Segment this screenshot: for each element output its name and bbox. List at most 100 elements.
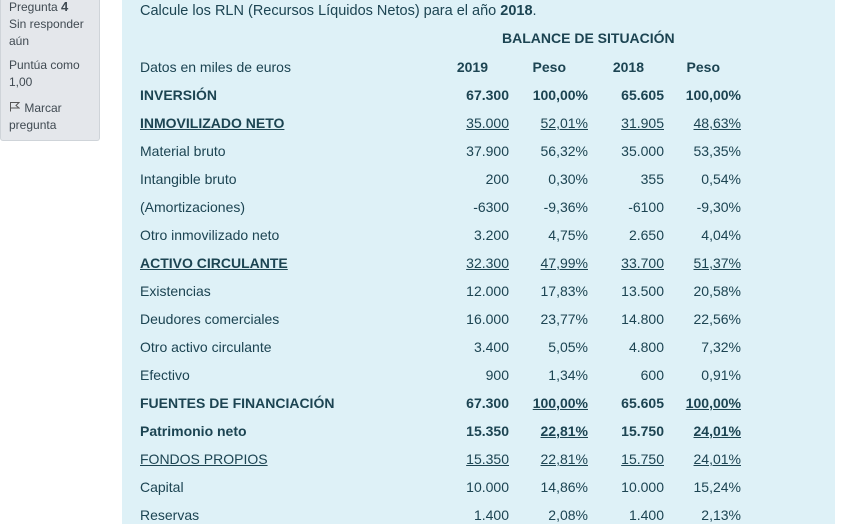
table-row: Material bruto 37.900 56,32% 35.000 53,35%	[140, 141, 760, 161]
peso-2018: 51,37%	[693, 255, 741, 271]
table-row: INMOVILIZADO NETO 35.000 52,01% 31.905 48,63…	[140, 113, 760, 133]
value-2018: 31.905	[621, 115, 664, 131]
row-label: ACTIVO CIRCULANTE	[140, 255, 288, 271]
peso-2018: 53,35%	[693, 143, 741, 159]
table-row: (Amortizaciones) -6300 -9,36% -6100 -9,30%	[140, 197, 760, 217]
table-row: Patrimonio neto 15.350 22,81% 15.750 24,01%	[140, 421, 760, 441]
peso-2019: 5,05%	[548, 339, 588, 355]
peso-2018: 24,01%	[693, 451, 741, 467]
row-label: Efectivo	[140, 367, 190, 383]
peso-2018: 15,24%	[693, 479, 741, 495]
header-2018: 2018	[612, 59, 644, 75]
row-label: Reservas	[140, 507, 200, 523]
table-row: Capital 10.000 14,86% 10.000 15,24%	[140, 477, 760, 497]
table-row: Efectivo 900 1,34% 600 0,91%	[140, 365, 760, 385]
table-row: Intangible bruto 200 0,30% 355 0,54%	[140, 169, 760, 189]
question-score: Puntúa como 1,00	[9, 58, 80, 89]
value-2018: 65.605	[621, 395, 664, 411]
question-status: Sin responder aún	[9, 17, 84, 48]
value-2019: 15.350	[466, 451, 509, 467]
value-2018: 1.400	[628, 507, 664, 523]
table-row: Deudores comerciales 16.000 23,77% 14.800 22…	[140, 309, 760, 329]
question-text: Calcule los RLN (Recursos Líquidos Netos…	[140, 3, 537, 19]
peso-2019: 2,08%	[548, 507, 588, 523]
table-row: FONDOS PROPIOS 15.350 22,81% 15.750 24,01%	[140, 449, 760, 469]
peso-2018: 7,32%	[701, 339, 741, 355]
peso-2018: -9,30%	[696, 199, 741, 215]
peso-2018: 2,13%	[701, 507, 741, 523]
header-peso-2018: Peso	[686, 59, 720, 75]
value-2019: 200	[485, 171, 509, 187]
table-row: FUENTES DE FINANCIACIÓN 67.300 100,00% 65.6…	[140, 393, 760, 413]
peso-2018: 22,56%	[693, 311, 741, 327]
table-row: INVERSIÓN 67.300 100,00% 65.605 100,00%	[140, 85, 760, 105]
peso-2018: 20,58%	[693, 283, 741, 299]
value-2019: 67.300	[466, 395, 509, 411]
value-2018: 4.800	[628, 339, 664, 355]
peso-2018: 0,91%	[701, 367, 741, 383]
row-label: Otro activo circulante	[140, 339, 272, 355]
value-2018: 14.800	[621, 311, 664, 327]
value-2018: 15.750	[621, 451, 664, 467]
table-row: Otro activo circulante 3.400 5,05% 4.800 7,3…	[140, 337, 760, 357]
value-2019: 67.300	[466, 87, 509, 103]
peso-2018: 100,00%	[685, 87, 741, 103]
table-row: Existencias 12.000 17,83% 13.500 20,58%	[140, 281, 760, 301]
peso-2018: 100,00%	[685, 395, 741, 411]
peso-2019: 1,34%	[548, 367, 588, 383]
value-2018: 33.700	[621, 255, 664, 271]
header-2019: 2019	[456, 59, 488, 75]
flag-icon	[9, 100, 21, 117]
header-peso-2019: Peso	[532, 59, 566, 75]
table-title: BALANCE DE SITUACIÓN	[502, 30, 675, 46]
value-2018: 600	[640, 367, 664, 383]
question-info-panel: Pregunta 4 Sin responder aún Puntúa como 1…	[0, 0, 100, 141]
value-2019: 32.300	[466, 255, 509, 271]
peso-2019: 22,81%	[540, 423, 588, 439]
value-2019: 12.000	[466, 283, 509, 299]
question-text-panel: Calcule los RLN (Recursos Líquidos Netos…	[122, 0, 835, 524]
row-label: Patrimonio neto	[140, 423, 247, 439]
value-2019: 10.000	[466, 479, 509, 495]
peso-2019: -9,36%	[543, 199, 588, 215]
value-2018: 13.500	[621, 283, 664, 299]
peso-2019: 0,30%	[548, 171, 588, 187]
row-label: FONDOS PROPIOS	[140, 451, 268, 467]
flag-question-link[interactable]: Marcar pregunta	[9, 100, 62, 132]
value-2018: 10.000	[621, 479, 664, 495]
row-label: INVERSIÓN	[140, 87, 218, 103]
peso-2018: 48,63%	[693, 115, 741, 131]
peso-2019: 14,86%	[540, 479, 588, 495]
peso-2019: 100,00%	[532, 87, 588, 103]
peso-2018: 4,04%	[701, 227, 741, 243]
table-header: Datos en miles de euros 2019 Peso 2018 P…	[140, 57, 760, 77]
table-row: Otro inmovilizado neto 3.200 4,75% 2.650 4,0…	[140, 225, 760, 245]
value-2019: 3.400	[473, 339, 509, 355]
peso-2019: 100,00%	[532, 395, 588, 411]
row-label: INMOVILIZADO NETO	[140, 115, 285, 131]
table-row: ACTIVO CIRCULANTE 32.300 47,99% 33.700 51,37…	[140, 253, 760, 273]
peso-2019: 23,77%	[540, 311, 588, 327]
peso-2019: 56,32%	[540, 143, 588, 159]
header-units: Datos en miles de euros	[140, 59, 291, 75]
question-number-label: Pregunta 4	[9, 0, 69, 14]
row-label: (Amortizaciones)	[140, 199, 246, 215]
row-label: Capital	[140, 479, 184, 495]
row-label: Intangible bruto	[140, 171, 237, 187]
row-label: Existencias	[140, 283, 211, 299]
peso-2019: 22,81%	[540, 451, 588, 467]
row-label: Material bruto	[140, 143, 226, 159]
row-label: Deudores comerciales	[140, 311, 280, 327]
peso-2019: 17,83%	[540, 283, 588, 299]
value-2019: 3.200	[473, 227, 509, 243]
peso-2018: 24,01%	[693, 423, 741, 439]
peso-2019: 47,99%	[540, 255, 588, 271]
value-2018: 15.750	[621, 423, 664, 439]
value-2019: 37.900	[466, 143, 509, 159]
table-row: Reservas 1.400 2,08% 1.400 2,13%	[140, 505, 760, 525]
row-label: FUENTES DE FINANCIACIÓN	[140, 395, 335, 411]
value-2019: 15.350	[466, 423, 509, 439]
value-2018: 355	[640, 171, 664, 187]
peso-2019: 52,01%	[540, 115, 588, 131]
peso-2019: 4,75%	[548, 227, 588, 243]
